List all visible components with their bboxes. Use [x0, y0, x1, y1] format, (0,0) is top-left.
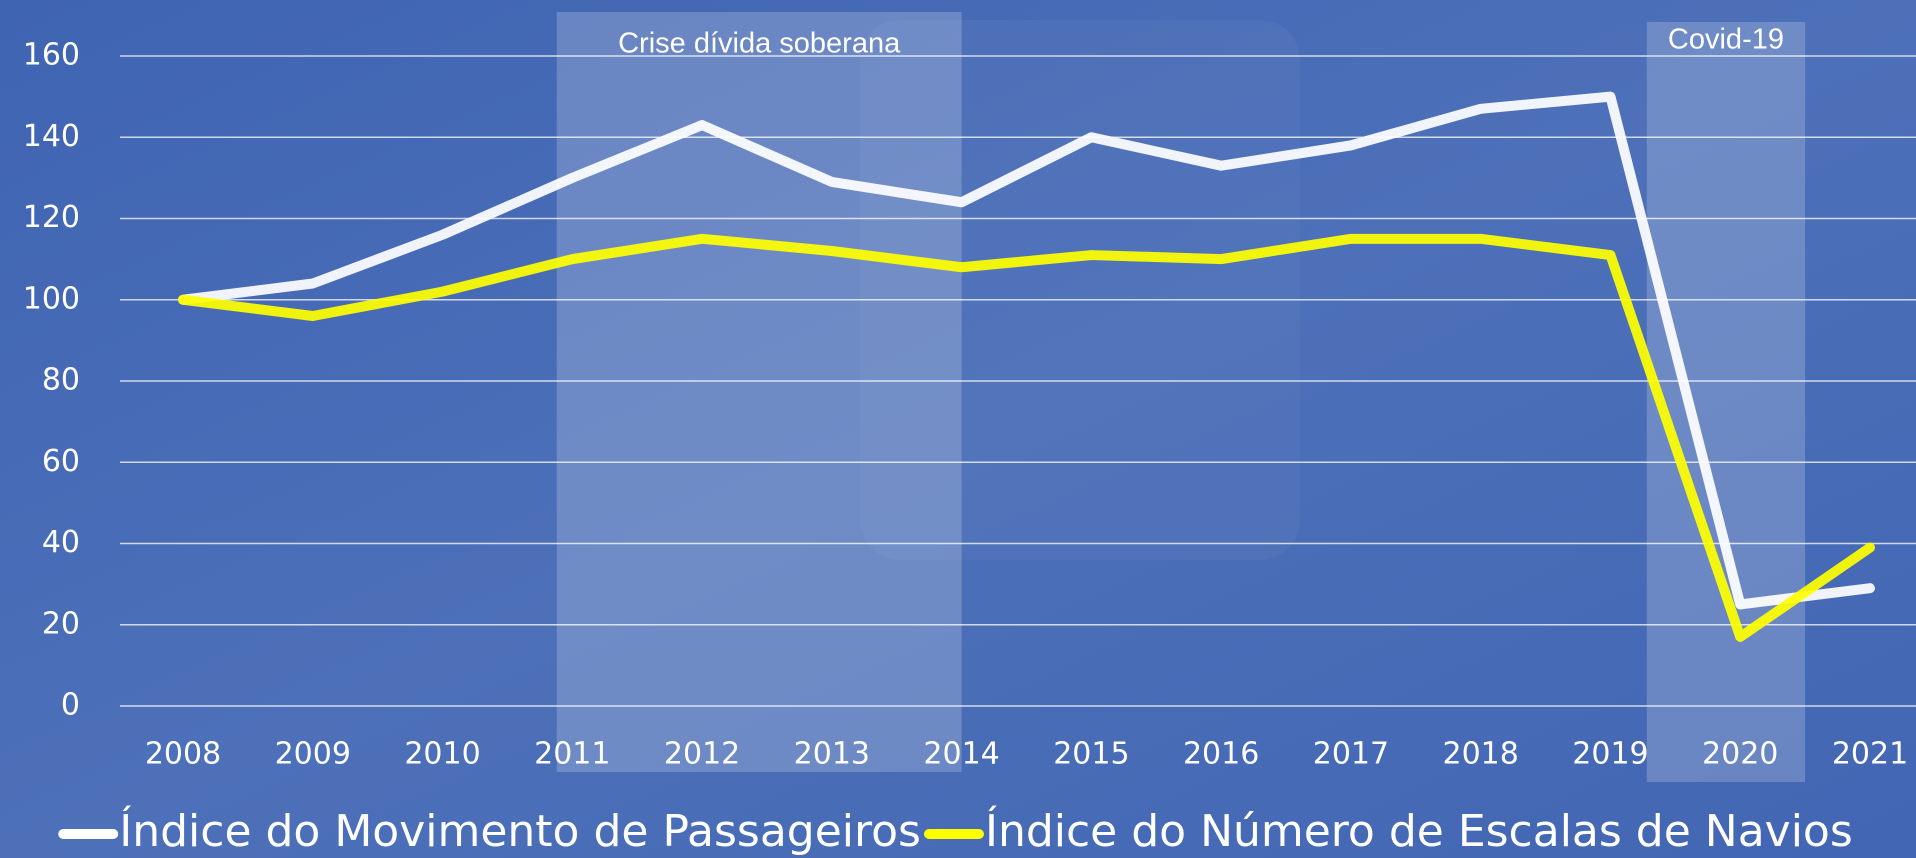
x-tick-label: 2019 — [1572, 737, 1648, 772]
x-tick-label: 2008 — [145, 737, 221, 772]
x-tick-label: 2013 — [794, 737, 870, 772]
x-tick-label: 2009 — [275, 737, 351, 772]
annotation-label: Crise dívida soberana — [618, 28, 901, 60]
y-tick-label: 20 — [42, 606, 80, 641]
annotation-band — [557, 12, 962, 772]
annotation-band — [1647, 22, 1805, 782]
x-tick-label: 2020 — [1702, 737, 1778, 772]
y-tick-label: 80 — [42, 363, 80, 398]
chart: Crise dívida soberana Covid-19 0 20 40 60 80 1… — [0, 0, 1916, 858]
x-tick-label: 2015 — [1053, 737, 1129, 772]
y-tick-label: 60 — [42, 444, 80, 479]
x-tick-label: 2017 — [1313, 737, 1389, 772]
x-tick-label: 2014 — [923, 737, 999, 772]
legend-label: Índice do Número de Escalas de Navios — [985, 804, 1853, 857]
y-tick-label: 160 — [23, 38, 80, 73]
y-tick-label: 120 — [23, 200, 80, 235]
legend-label: Índice do Movimento de Passageiros — [119, 804, 921, 857]
x-tick-label: 2010 — [404, 737, 480, 772]
x-tick-label: 2021 — [1832, 737, 1908, 772]
annotation-label: Covid-19 — [1668, 24, 1784, 56]
page: Crise dívida soberana Covid-19 0 20 40 60 80 1… — [0, 0, 1916, 858]
x-tick-label: 2011 — [534, 737, 610, 772]
x-tick-label: 2016 — [1183, 737, 1259, 772]
y-tick-label: 40 — [42, 525, 80, 560]
x-tick-label: 2018 — [1443, 737, 1519, 772]
x-tick-label: 2012 — [664, 737, 740, 772]
y-tick-label: 0 — [61, 688, 80, 723]
y-tick-label: 100 — [23, 281, 80, 316]
y-tick-label: 140 — [23, 119, 80, 154]
